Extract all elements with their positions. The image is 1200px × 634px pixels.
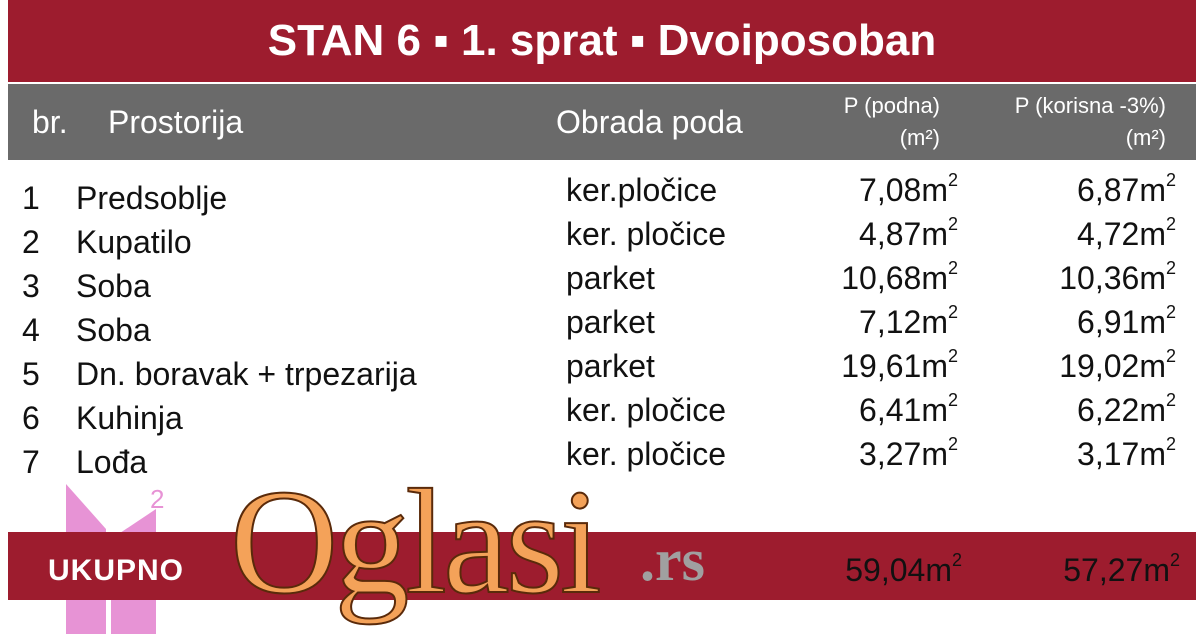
row-floor-area-value: 19,61m: [841, 348, 948, 384]
total-floor-area-value: 59,04m: [845, 552, 952, 588]
row-usable-area-value: 6,91m: [1077, 304, 1166, 340]
row-usable-area: 3,17m2: [1077, 434, 1176, 473]
row-usable-area-value: 3,17m: [1077, 436, 1166, 472]
table-row: 2 Kupatilo ker. pločice 4,87m2 4,72m2: [0, 214, 1200, 260]
total-floor-area: 59,04m2: [845, 550, 962, 589]
header-floor-area: P (podna) (m²): [844, 90, 940, 154]
row-room: Lođa: [76, 444, 148, 480]
header-floor: Obrada poda: [556, 104, 743, 140]
row-number: 6: [22, 400, 40, 436]
row-room: Dn. boravak + trpezarija: [76, 356, 417, 392]
row-number: 3: [22, 268, 40, 304]
header-floor-area-unit: (m²): [899, 125, 940, 150]
unit-sup: 2: [1165, 258, 1176, 278]
header-room: Prostorija: [108, 104, 244, 140]
unit-sup: 2: [1165, 302, 1176, 322]
unit-sup: 2: [947, 434, 958, 454]
row-floor-area-value: 3,27m: [859, 436, 948, 472]
row-floor-finish: parket: [566, 260, 655, 296]
table-row: 6 Kuhinja ker. pločice 6,41m2 6,22m2: [0, 390, 1200, 436]
header-usable-area-unit: (m²): [1125, 125, 1166, 150]
table-row: 7 Lođa ker. pločice 3,27m2 3,17m2: [0, 434, 1200, 480]
table-row: 1 Predsoblje ker.pločice 7,08m2 6,87m2: [0, 170, 1200, 216]
row-number: 4: [22, 312, 40, 348]
unit-sup: 2: [947, 302, 958, 322]
row-floor-area-value: 7,12m: [859, 304, 948, 340]
table-header: br. Prostorija Obrada poda P (podna) (m²)…: [8, 84, 1196, 160]
row-floor-finish: ker. pločice: [566, 216, 727, 252]
row-floor-area-value: 10,68m: [841, 260, 948, 296]
unit-sup: 2: [951, 550, 962, 570]
unit-sup: 2: [947, 170, 958, 190]
unit-sup: 2: [947, 346, 958, 366]
row-floor-area-value: 4,87m: [859, 216, 948, 252]
row-usable-area-value: 10,36m: [1059, 260, 1166, 296]
row-number: 2: [22, 224, 40, 260]
row-room: Kupatilo: [76, 224, 192, 260]
row-room: Soba: [76, 268, 151, 304]
row-usable-area: 6,87m2: [1077, 170, 1176, 209]
total-label: UKUPNO: [48, 554, 185, 587]
row-usable-area: 10,36m2: [1059, 258, 1176, 297]
svg-text:2: 2: [150, 484, 164, 514]
table-row: 3 Soba parket 10,68m2 10,36m2: [0, 258, 1200, 304]
row-floor-area: 6,41m2: [859, 390, 958, 429]
unit-sup: 2: [947, 258, 958, 278]
unit-sup: 2: [1165, 434, 1176, 454]
unit-sup: 2: [947, 390, 958, 410]
unit-sup: 2: [1169, 550, 1180, 570]
row-room: Kuhinja: [76, 400, 183, 436]
row-usable-area-value: 4,72m: [1077, 216, 1166, 252]
row-floor-area: 10,68m2: [841, 258, 958, 297]
header-floor-area-label: P (podna): [843, 93, 940, 118]
watermark-logo: Oglasi: [229, 459, 603, 625]
row-floor-area-value: 6,41m: [859, 392, 948, 428]
row-room: Predsoblje: [76, 180, 228, 216]
row-floor-finish: ker. pločice: [566, 392, 727, 428]
row-number: 1: [22, 180, 40, 216]
row-usable-area: 6,22m2: [1077, 390, 1176, 429]
header-usable-area: P (korisna -3%) (m²): [1015, 90, 1166, 154]
row-usable-area: 19,02m2: [1059, 346, 1176, 385]
header-usable-area-label: P (korisna -3%): [1014, 93, 1166, 118]
row-floor-finish: parket: [566, 304, 655, 340]
row-floor-area: 4,87m2: [859, 214, 958, 253]
row-floor-area: 7,12m2: [859, 302, 958, 341]
total-usable-area: 57,27m2: [1063, 550, 1180, 589]
unit-sup: 2: [947, 214, 958, 234]
unit-sup: 2: [1165, 346, 1176, 366]
total-row: UKUPNO 59,04m2 57,27m2: [8, 532, 1196, 600]
row-usable-area: 6,91m2: [1077, 302, 1176, 341]
row-usable-area: 4,72m2: [1077, 214, 1176, 253]
table-row: 5 Dn. boravak + trpezarija parket 19,61m2 19…: [0, 346, 1200, 392]
total-usable-area-value: 57,27m: [1063, 552, 1170, 588]
row-room: Soba: [76, 312, 151, 348]
row-floor-finish: ker.pločice: [566, 172, 718, 208]
unit-sup: 2: [1165, 390, 1176, 410]
table-row: 4 Soba parket 7,12m2 6,91m2: [0, 302, 1200, 348]
row-floor-finish: ker. pločice: [566, 436, 727, 472]
row-floor-area: 7,08m2: [859, 170, 958, 209]
unit-sup: 2: [1165, 214, 1176, 234]
row-floor-finish: parket: [566, 348, 655, 384]
row-number: 5: [22, 356, 40, 392]
watermark-suffix: .rs: [640, 527, 705, 593]
row-floor-area: 3,27m2: [859, 434, 958, 473]
row-floor-area: 19,61m2: [841, 346, 958, 385]
row-floor-area-value: 7,08m: [859, 172, 948, 208]
row-number: 7: [22, 444, 40, 480]
header-number: br.: [32, 104, 68, 140]
row-usable-area-value: 19,02m: [1059, 348, 1166, 384]
page-title: STAN 6 ▪ 1. sprat ▪ Dvoiposoban: [8, 0, 1196, 82]
row-usable-area-value: 6,22m: [1077, 392, 1166, 428]
unit-sup: 2: [1165, 170, 1176, 190]
row-usable-area-value: 6,87m: [1077, 172, 1166, 208]
